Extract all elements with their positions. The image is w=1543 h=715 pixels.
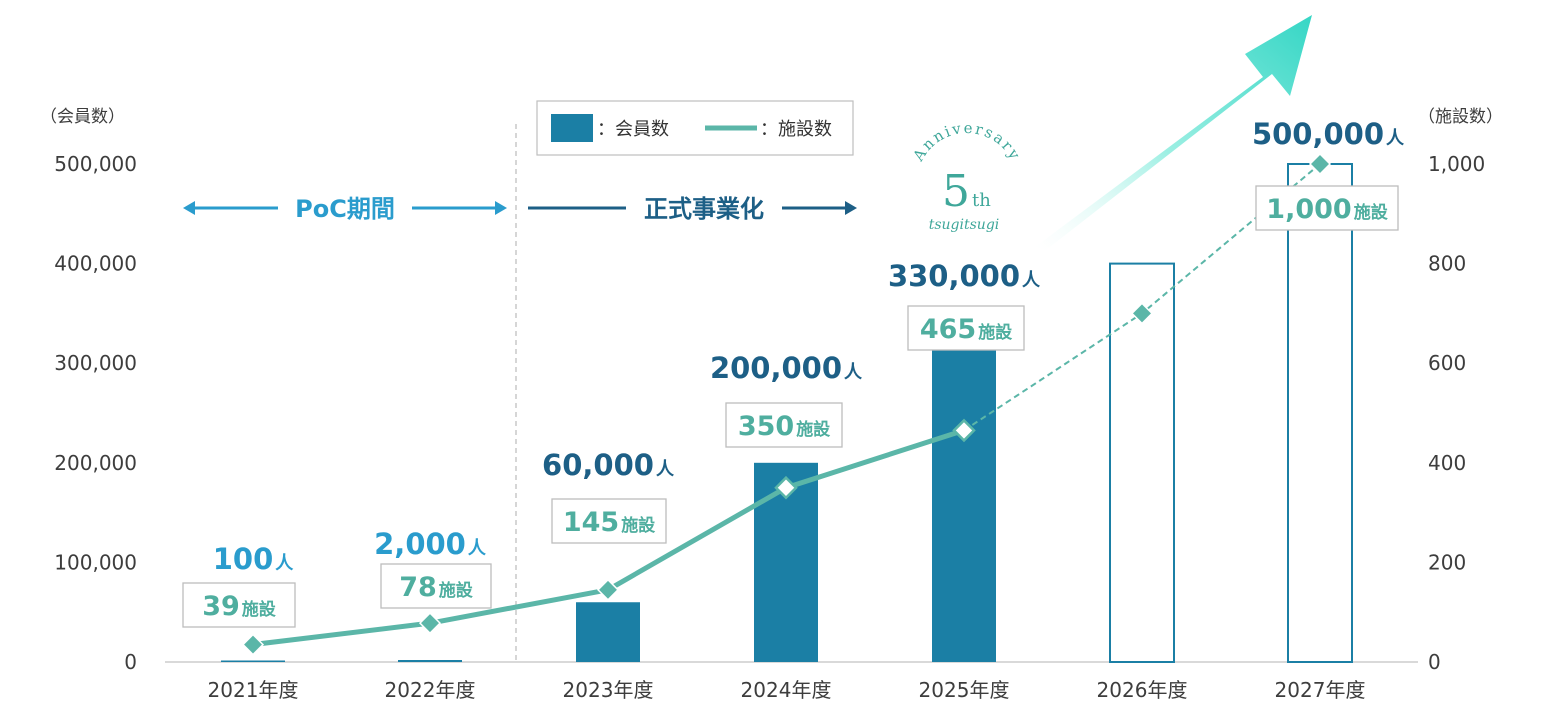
member-value-unit: 人 bbox=[275, 553, 294, 574]
y-right-tick: 200 bbox=[1428, 550, 1466, 574]
y-right-tick: 0 bbox=[1428, 650, 1441, 674]
facility-value-number: 465 bbox=[920, 314, 976, 345]
poc-period-label: PoC期間 bbox=[295, 195, 395, 223]
member-bar bbox=[1109, 262, 1175, 663]
facility-value-label: 465 施設 bbox=[920, 314, 1013, 345]
member-value-number: 2,000 bbox=[374, 527, 466, 561]
facility-value-label: 78 施設 bbox=[399, 572, 474, 603]
y-right-tick: 1,000 bbox=[1428, 152, 1485, 176]
x-tick: 2024年度 bbox=[741, 678, 832, 702]
badge-arc-text: Anniversary bbox=[909, 119, 1025, 165]
facility-value-box bbox=[907, 305, 1025, 351]
y-left-axis-label: （会員数） bbox=[40, 107, 125, 127]
member-value-label: 60,000 人 bbox=[542, 448, 675, 482]
y-left-tick: 200,000 bbox=[54, 451, 137, 475]
member-value-unit: 人 bbox=[1022, 270, 1041, 291]
growth-arrow bbox=[1035, 15, 1312, 250]
facility-point bbox=[774, 475, 798, 500]
member-bar bbox=[1287, 163, 1353, 663]
y-left-tick: 300,000 bbox=[54, 351, 137, 375]
y-right-tick: 400 bbox=[1428, 451, 1466, 475]
facility-point bbox=[1130, 302, 1154, 325]
member-value-unit: 人 bbox=[844, 362, 863, 383]
badge-suffix: th bbox=[972, 190, 991, 211]
facility-point bbox=[1308, 152, 1332, 176]
member-value-label: 500,000 人 bbox=[1252, 117, 1405, 151]
member-bars bbox=[221, 163, 1353, 663]
facility-point bbox=[418, 612, 442, 635]
facility-value-number: 78 bbox=[399, 572, 437, 603]
poc-period-annotation: PoC期間 bbox=[183, 195, 507, 223]
x-tick: 2023年度 bbox=[563, 678, 654, 702]
facility-value-number: 350 bbox=[738, 411, 794, 442]
facility-value-box bbox=[380, 563, 492, 609]
y-left-tick: 500,000 bbox=[54, 152, 137, 176]
x-tick: 2025年度 bbox=[919, 678, 1010, 702]
anniversary-badge: Anniversary 5 th tsugitsugi bbox=[909, 119, 1025, 233]
facility-value-number: 145 bbox=[563, 507, 619, 538]
x-tick: 2022年度 bbox=[385, 678, 476, 702]
member-bar bbox=[398, 660, 462, 662]
x-tick: 2021年度 bbox=[208, 678, 299, 702]
facility-value-unit: 施設 bbox=[242, 599, 277, 620]
facility-value-label: 350 施設 bbox=[738, 411, 831, 442]
member-value-label: 330,000 人 bbox=[888, 259, 1041, 293]
legend-facilities-label: ：施設数 bbox=[760, 119, 832, 140]
y-left-tick: 400,000 bbox=[54, 252, 137, 276]
facility-value-unit: 施設 bbox=[439, 580, 474, 601]
member-bar bbox=[932, 348, 996, 662]
facility-value-label: 39 施設 bbox=[202, 591, 277, 622]
y-right-tick-labels: 0 200 400 600 800 1,000 bbox=[1428, 152, 1485, 674]
member-value-unit: 人 bbox=[1386, 128, 1405, 149]
facility-point bbox=[596, 578, 620, 601]
member-value-number: 60,000 bbox=[542, 448, 654, 482]
facility-value-box bbox=[182, 582, 296, 628]
y-left-tick: 100,000 bbox=[54, 550, 137, 574]
legend-members-swatch bbox=[551, 114, 593, 142]
facility-value-box bbox=[551, 498, 667, 544]
facility-value-unit: 施設 bbox=[621, 515, 656, 536]
member-value-number: 330,000 bbox=[888, 259, 1020, 293]
facility-point bbox=[241, 633, 265, 656]
facility-value-unit: 施設 bbox=[978, 322, 1013, 343]
facility-value-number: 1,000 bbox=[1266, 194, 1351, 225]
legend-members-label: ：会員数 bbox=[597, 119, 669, 140]
facility-value-box bbox=[725, 402, 843, 448]
facility-line bbox=[241, 152, 1332, 656]
member-value-unit: 人 bbox=[656, 459, 675, 480]
legend: ：会員数 ：施設数 bbox=[536, 100, 854, 156]
facility-value-label: 1,000 施設 bbox=[1266, 194, 1388, 225]
member-value-label: 200,000 人 bbox=[710, 351, 863, 385]
facility-value-label: 145 施設 bbox=[563, 507, 656, 538]
y-left-tick: 0 bbox=[124, 650, 137, 674]
badge-brand: tsugitsugi bbox=[929, 217, 1000, 233]
official-business-annotation: 正式事業化 bbox=[528, 195, 857, 223]
member-value-label: 100 人 bbox=[213, 542, 295, 576]
y-right-axis-label: （施設数） bbox=[1418, 107, 1503, 127]
member-value-label: 2,000 人 bbox=[374, 527, 487, 561]
member-value-number: 500,000 bbox=[1252, 117, 1384, 151]
member-bar bbox=[576, 602, 640, 662]
x-tick: 2026年度 bbox=[1097, 678, 1188, 702]
facility-value-unit: 施設 bbox=[796, 419, 831, 440]
facility-value-unit: 施設 bbox=[1354, 202, 1389, 223]
member-value-number: 200,000 bbox=[710, 351, 842, 385]
official-business-label: 正式事業化 bbox=[644, 195, 764, 223]
y-right-tick: 800 bbox=[1428, 252, 1466, 276]
y-left-tick-labels: 0 100,000 200,000 300,000 400,000 500,000 bbox=[54, 152, 137, 674]
member-value-number: 100 bbox=[213, 542, 274, 576]
facility-value-box bbox=[1255, 185, 1399, 231]
x-tick-labels: 2021年度 2022年度 2023年度 2024年度 2025年度 2026年度 2027… bbox=[208, 678, 1366, 702]
facility-value-number: 39 bbox=[202, 591, 240, 622]
badge-number: 5 bbox=[942, 166, 970, 217]
member-value-unit: 人 bbox=[468, 538, 487, 559]
y-right-tick: 600 bbox=[1428, 351, 1466, 375]
x-tick: 2027年度 bbox=[1275, 678, 1366, 702]
member-bar bbox=[221, 660, 285, 662]
facility-point bbox=[952, 418, 976, 443]
